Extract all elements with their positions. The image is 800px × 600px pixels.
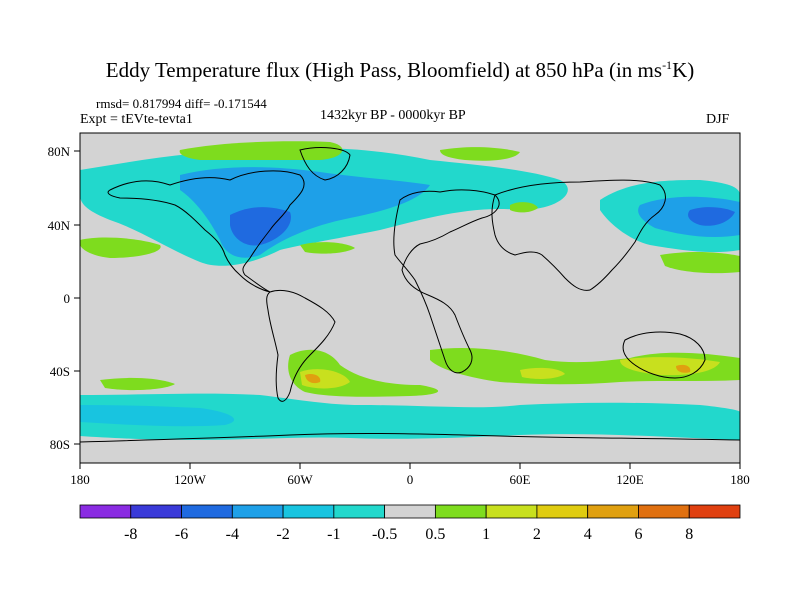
- colorbar-swatch: [181, 504, 233, 519]
- lat-tick-80s: 80S: [50, 437, 70, 452]
- colorbar-label: 0.5: [425, 526, 445, 543]
- coastlines: [80, 147, 740, 443]
- colorbar-label: -1: [327, 526, 340, 543]
- colorbar-label: -4: [226, 526, 239, 543]
- colorbar-swatch: [536, 504, 589, 519]
- colorbar-label: 6: [634, 526, 642, 543]
- indian-ocean-yellow-core-2: [520, 367, 565, 379]
- s-hemisphere-blue-band: [80, 393, 740, 440]
- lon-tick-180e: 180: [730, 472, 750, 487]
- europe-africa-coast: [393, 189, 500, 374]
- colorbar-label: -0.5: [372, 526, 397, 543]
- north-america-coast: [107, 170, 305, 293]
- colorbar: -8 -6 -4 -2 -1 -0.5 0.5 1 2 4 6 8: [79, 504, 741, 543]
- lat-tick-40n: 40N: [48, 218, 71, 233]
- pacific-green-patch-east: [660, 252, 740, 274]
- lat-tick-80n: 80N: [48, 144, 71, 159]
- colorbar-swatch: [434, 504, 487, 519]
- colorbar-swatch: [485, 504, 538, 519]
- indian-ocean-orange-spot: [676, 364, 691, 373]
- lon-tick-0: 0: [407, 472, 414, 487]
- south-pacific-green-patch: [100, 377, 175, 391]
- colorbar-swatch: [79, 504, 132, 519]
- australia-coast: [622, 331, 706, 379]
- lon-tick-120w: 120W: [174, 472, 207, 487]
- s-atlantic-yellow-core: [300, 369, 350, 389]
- n-pacific-dark-core: [688, 207, 735, 226]
- lon-tick-60e: 60E: [510, 472, 531, 487]
- colorbar-swatch: [282, 504, 335, 519]
- s-atlantic-orange-core: [305, 373, 321, 384]
- colorbar-label: 1: [482, 526, 490, 543]
- colorbar-label: -8: [124, 526, 137, 543]
- lon-tick-180w: 180: [70, 472, 90, 487]
- asia-coast: [491, 179, 666, 291]
- colorbar-label: 2: [533, 526, 541, 543]
- lat-tick-0: 0: [64, 291, 71, 306]
- south-america-coast: [266, 289, 336, 402]
- colorbar-label: 8: [685, 526, 693, 543]
- colorbar-label: -2: [276, 526, 289, 543]
- period-label: 1432kyr BP - 0000kyr BP: [320, 108, 466, 123]
- caspian-green-patch: [510, 202, 538, 213]
- n-america-dark-core: [230, 207, 291, 246]
- atlantic-green-patch: [300, 242, 355, 254]
- rmsd-diff-text: rmsd= 0.817994 diff= -0.171544: [96, 96, 267, 111]
- lat-tick-40s: 40S: [50, 364, 70, 379]
- colorbar-swatch: [587, 504, 639, 519]
- colorbar-swatch: [638, 504, 690, 519]
- experiment-label: Expt = tEVte-tevta1: [80, 112, 193, 127]
- lon-tick-60w: 60W: [287, 472, 313, 487]
- colorbar-swatch: [384, 504, 436, 519]
- colorbar-label: -6: [175, 526, 188, 543]
- season-label: DJF: [706, 112, 730, 127]
- greenland-coast: [299, 147, 351, 181]
- colorbar-swatch: [333, 504, 386, 519]
- field-layer: [80, 133, 740, 463]
- s-hemisphere-mid-blue: [80, 405, 235, 427]
- colorbar-swatch: [688, 504, 741, 519]
- lat-axis: 80N 40N 0 40S 80S: [48, 144, 80, 452]
- arctic-green-patch-2: [440, 147, 520, 161]
- lon-axis: 180 120W 60W 0 60E 120E 180: [70, 463, 750, 487]
- chart-title: Eddy Temperature flux (High Pass, Bloomf…: [105, 58, 695, 82]
- pacific-green-patch-west: [80, 237, 161, 258]
- colorbar-label: 4: [584, 526, 592, 543]
- lon-tick-120e: 120E: [616, 472, 644, 487]
- colorbar-swatch: [231, 504, 284, 519]
- indian-ocean-green-band: [430, 348, 740, 385]
- antarctica-coast: [80, 432, 740, 443]
- colorbar-swatch: [130, 504, 182, 519]
